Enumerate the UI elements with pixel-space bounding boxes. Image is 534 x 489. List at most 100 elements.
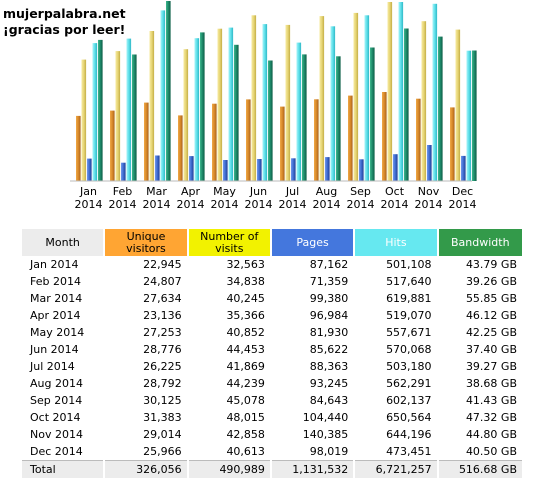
bar-hits <box>262 24 268 181</box>
table-row: Feb 2014 24,807 34,838 71,359 517,640 39.26 G… <box>22 273 522 290</box>
bar-visits <box>183 49 189 182</box>
bar-pages <box>427 145 432 181</box>
visitors-cell: 31,383 <box>143 411 182 424</box>
hits-cell: 562,291 <box>386 377 432 390</box>
bar-bandwidth <box>200 32 205 182</box>
bar-visits <box>149 31 155 181</box>
pages-cell: 84,643 <box>309 394 349 407</box>
bar-pages <box>87 158 92 181</box>
hits-cell: 650,564 <box>386 411 432 424</box>
bar-visitors <box>280 106 285 181</box>
visits-cell: 45,078 <box>226 394 265 407</box>
visits-cell: 41,869 <box>226 360 265 373</box>
x-tick-label: 2014 <box>109 198 137 211</box>
hits-cell: 519,070 <box>386 309 432 322</box>
bandwidth-cell: 55.85 GB <box>465 292 517 305</box>
x-tick-label: 2014 <box>381 198 409 211</box>
bar-bandwidth <box>438 36 443 181</box>
x-tick-label: Jan <box>79 185 97 198</box>
bandwidth-cell: 38.68 GB <box>465 377 517 390</box>
month-cell: Jul 2014 <box>30 360 75 373</box>
month-cell: Dec 2014 <box>30 445 83 458</box>
visitors-cell: 30,125 <box>143 394 182 407</box>
bar-pages <box>257 159 262 181</box>
month-cell: Feb 2014 <box>30 275 81 288</box>
bandwidth-column-header: Bandwidth <box>438 229 522 256</box>
bar-bandwidth <box>404 28 409 181</box>
visitors-cell: 28,792 <box>143 377 182 390</box>
hits-cell: 473,451 <box>386 445 432 458</box>
table-row: Jun 2014 28,776 44,453 85,622 570,068 37.40 G… <box>22 341 522 358</box>
total-month-cell: Total <box>22 460 104 478</box>
table-row: Jul 2014 26,225 41,869 88,363 503,180 39.27 G… <box>22 358 522 375</box>
visitors-cell: 27,634 <box>143 292 182 305</box>
x-tick-label: Feb <box>113 185 132 198</box>
visitors-cell: 22,945 <box>143 258 182 271</box>
bar-bandwidth <box>98 39 103 182</box>
bar-pages <box>393 154 398 181</box>
visits-cell: 40,245 <box>226 292 265 305</box>
bar-visitors <box>416 98 421 181</box>
bar-visits <box>251 15 257 181</box>
bar-visitors <box>314 99 319 181</box>
bar-visits <box>387 2 393 181</box>
table-row: Oct 2014 31,383 48,015 104,440 650,564 47.32 … <box>22 409 522 426</box>
hits-cell: 517,640 <box>386 275 432 288</box>
x-tick-label: 2014 <box>75 198 103 211</box>
bar-visits <box>421 21 427 182</box>
bar-visitors <box>246 99 251 181</box>
x-tick-label: 2014 <box>245 198 273 211</box>
bar-hits <box>126 38 132 181</box>
total-pages-cell: 1,131,532 <box>271 460 354 478</box>
visits-cell: 48,015 <box>226 411 265 424</box>
bar-bandwidth <box>336 56 341 181</box>
pages-cell: 99,380 <box>309 292 349 305</box>
bar-hits <box>398 2 404 181</box>
visits-column-header: Number of visits <box>188 229 270 256</box>
table-row: Apr 2014 23,136 35,366 96,984 519,070 46.12 G… <box>22 307 522 324</box>
bandwidth-cell: 42.25 GB <box>465 326 517 339</box>
total-visits-cell: 490,989 <box>188 460 270 478</box>
bar-hits <box>364 15 370 181</box>
x-tick-label: May <box>213 185 236 198</box>
x-tick-label: 2014 <box>143 198 171 211</box>
bar-visitors <box>212 103 217 181</box>
x-tick-label: Sep <box>350 185 371 198</box>
bar-hits <box>92 43 98 181</box>
bar-visitors <box>76 115 81 181</box>
x-tick-label: 2014 <box>415 198 443 211</box>
bar-pages <box>223 160 228 181</box>
bar-hits <box>296 42 302 181</box>
table-row: Dec 2014 25,966 40,613 98,019 473,451 40.50 G… <box>22 443 522 460</box>
pages-cell: 85,622 <box>309 343 349 356</box>
visits-cell: 44,239 <box>226 377 265 390</box>
bar-visitors <box>144 102 149 181</box>
month-cell: Oct 2014 <box>30 411 81 424</box>
visits-cell: 44,453 <box>226 343 265 356</box>
month-cell: Aug 2014 <box>30 377 83 390</box>
bar-bandwidth <box>268 60 273 181</box>
visitors-cell: 23,136 <box>143 309 182 322</box>
bar-pages <box>121 162 126 181</box>
pages-cell: 93,245 <box>309 377 349 390</box>
total-hits-cell: 6,721,257 <box>355 460 437 478</box>
bar-pages <box>461 155 466 181</box>
month-cell: Jun 2014 <box>30 343 79 356</box>
total-bandwidth-cell: 516.68 GB <box>438 460 522 478</box>
table-header-row: Month Unique visitors Number of visits P… <box>22 229 522 256</box>
x-tick-label: 2014 <box>449 198 477 211</box>
site-name: mujerpalabra.net <box>3 6 126 21</box>
x-tick-label: 2014 <box>211 198 239 211</box>
bar-bandwidth <box>132 54 137 181</box>
month-column-header: Month <box>22 229 104 256</box>
x-tick-label: 2014 <box>347 198 375 211</box>
x-tick-label: Apr <box>181 185 201 198</box>
pages-column-header: Pages <box>271 229 354 256</box>
bar-visits <box>81 59 87 181</box>
bandwidth-cell: 46.12 GB <box>465 309 517 322</box>
month-cell: Sep 2014 <box>30 394 83 407</box>
x-tick-label: 2014 <box>279 198 307 211</box>
bandwidth-cell: 39.26 GB <box>465 275 517 288</box>
hits-cell: 503,180 <box>386 360 432 373</box>
x-tick-label: Oct <box>385 185 405 198</box>
